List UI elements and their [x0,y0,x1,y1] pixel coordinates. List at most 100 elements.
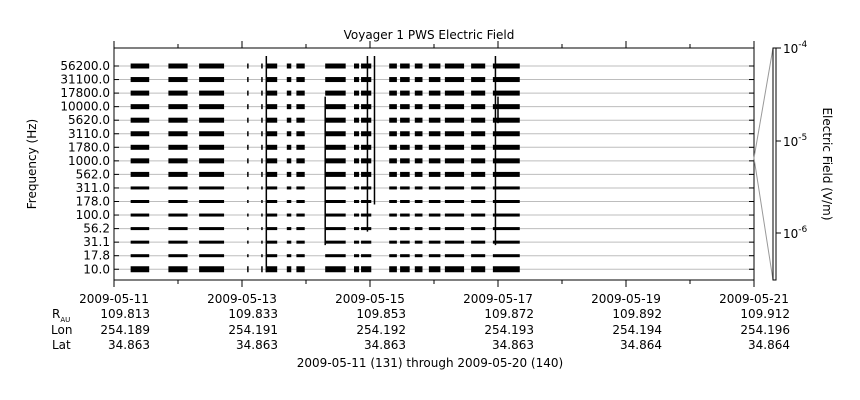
segment-band [199,131,225,137]
colorbar-frame [772,47,777,281]
segment-band [400,131,410,137]
segment-band [354,171,360,177]
segment-band [444,200,465,203]
y-tick-label: 10000.0 [60,100,110,114]
segment-band [261,144,263,150]
segment-band [414,104,423,110]
plot-frame [113,47,755,281]
segment-band [414,158,423,164]
segment-band [296,171,305,177]
segment-band [130,266,150,273]
segment-band [444,254,465,258]
segment-band [266,240,278,244]
segment-band [325,158,346,164]
segment-band [199,117,225,123]
segment-band [471,213,486,217]
ephem-lon: 254.191 [228,323,278,337]
segment-band [168,171,188,177]
segment-band [325,213,346,217]
ephem-lat: 34.863 [108,338,150,352]
segment-band [247,144,249,150]
segment-band [296,90,305,96]
segment-band [168,63,188,69]
segment-band [428,104,441,110]
segment-band [296,104,305,110]
segment-band [199,254,225,258]
segment-band [389,90,397,96]
y-tick-label: 178.0 [76,195,110,209]
segment-band [471,200,486,203]
date-range-footer: 2009-05-11 (131) through 2009-05-20 (140… [297,356,563,370]
segment-band [168,158,188,164]
segment-band [400,186,410,190]
colorbar-connector-top [753,47,774,159]
segment-band [389,77,397,83]
segment-band [428,117,441,123]
segment-band [286,227,292,231]
colorbar-label: Electric Field (V/m) [820,107,834,220]
segment-band [266,131,278,137]
segment-band [389,213,397,217]
segment-band [414,186,423,190]
ephem-lat: 34.863 [236,338,278,352]
segment-band [266,227,278,231]
segment-band [130,158,150,164]
segment-band [199,240,225,244]
segment-band [266,158,278,164]
segment-band [296,77,305,83]
segment-band [296,186,305,190]
segment-band [130,63,150,69]
segment-band [444,266,465,273]
segment-band [471,186,486,190]
segment-band [428,213,441,217]
y-tick-label: 56200.0 [60,59,110,73]
segment-band [389,63,397,69]
segment-band [428,266,441,273]
segment-band [444,90,465,96]
segment-band [492,158,520,164]
segment-band [247,240,249,244]
segment-band [354,158,360,164]
segment-band [266,186,278,190]
segment-band [444,227,465,231]
segment-band [168,213,188,217]
segment-band [199,186,225,190]
segment-band [296,131,305,137]
segment-band [492,240,520,244]
segment-band [261,77,263,83]
segment-band [130,200,150,203]
segment-band [400,240,410,244]
segment-band [400,266,410,273]
segment-band [247,254,249,258]
segment-band [428,144,441,150]
segment-band [354,117,360,123]
segment-band [266,77,278,83]
segment-band [354,131,360,137]
segment-band [414,63,423,69]
colorbar-tick-labels: 10-4 10-5 10-6 [776,40,808,241]
segment-band [325,200,346,203]
segment-band [247,200,249,203]
ephem-r: 109.872 [484,307,534,321]
segment-band [361,77,372,83]
segment-band [492,131,520,137]
segment-band [428,254,441,258]
x-tick-label: 2009-05-13 [207,292,277,306]
segment-band [414,131,423,137]
segment-band [414,117,423,123]
segment-band [325,77,346,83]
segment-band [261,213,263,217]
segment-band [444,117,465,123]
segment-band [199,90,225,96]
segment-band [266,266,278,273]
segment-band [199,77,225,83]
segment-band [286,158,292,164]
segment-band [471,77,486,83]
segment-band [266,171,278,177]
segment-band [400,117,410,123]
segment-band [130,131,150,137]
segment-band [354,227,360,231]
segment-band [266,117,278,123]
segment-band [444,171,465,177]
segment-band [400,254,410,258]
